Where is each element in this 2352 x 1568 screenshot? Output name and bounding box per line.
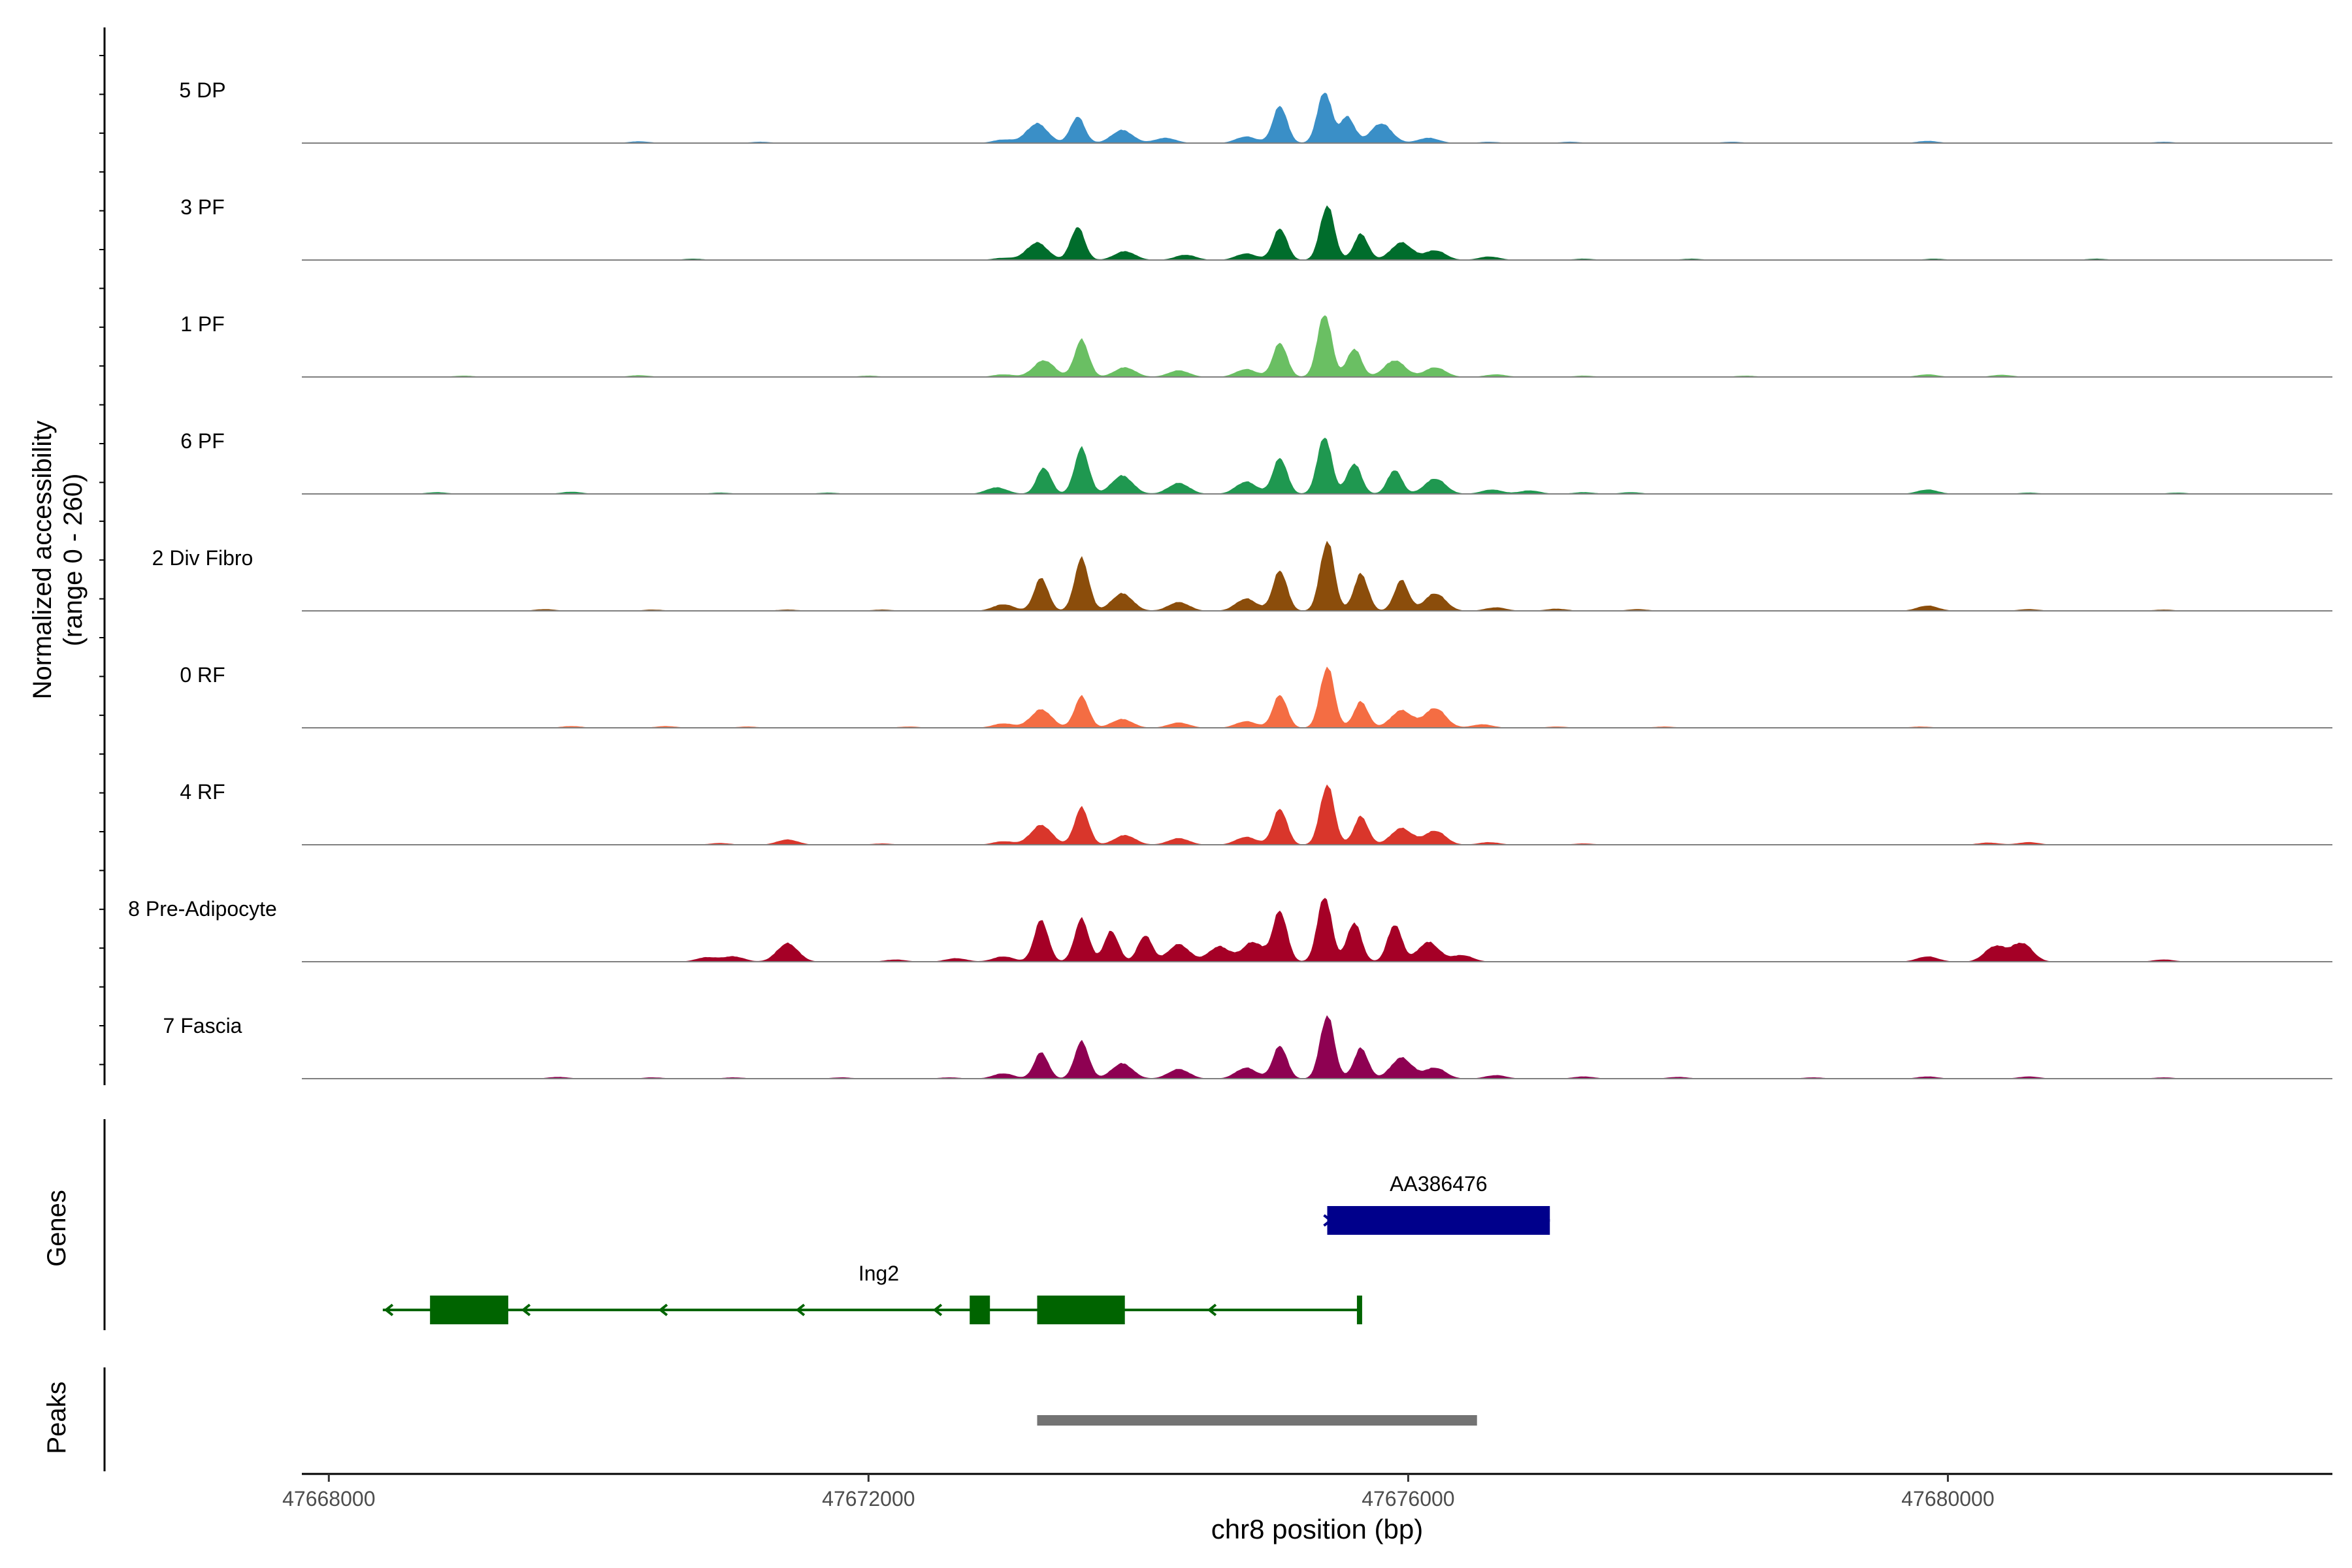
- x-tick-label: 47672000: [822, 1487, 915, 1511]
- coverage-area: [302, 1015, 2332, 1079]
- strand-arrow: [521, 1303, 531, 1316]
- gene-name-label: AA386476: [1390, 1172, 1487, 1196]
- strand-arrow: [658, 1303, 668, 1316]
- track-label: 1 PF: [180, 312, 225, 336]
- track-8-pre-adipocyte: 8 Pre-Adipocyte: [128, 897, 2332, 962]
- coverage-area: [302, 784, 2332, 845]
- gene-exon: [1327, 1206, 1550, 1235]
- track-label: 6 PF: [180, 429, 225, 453]
- track-label: 0 RF: [180, 663, 225, 687]
- peak-region-bar: [1037, 1415, 1477, 1426]
- coverage-area: [302, 315, 2332, 377]
- strand-arrow: [1207, 1303, 1217, 1316]
- gene-name-label: Ing2: [858, 1262, 899, 1285]
- coverage-area: [302, 92, 2332, 143]
- track-label: 5 DP: [179, 78, 225, 102]
- coverage-area: [302, 898, 2332, 962]
- track-label: 4 RF: [180, 780, 225, 804]
- track-0-rf: 0 RF: [180, 663, 2332, 728]
- x-tick-label: 47680000: [1901, 1487, 1994, 1511]
- gene-exon: [430, 1296, 508, 1324]
- coverage-area: [302, 666, 2332, 728]
- track-1-pf: 1 PF: [180, 312, 2332, 378]
- x-axis-title: chr8 position (bp): [1211, 1514, 1424, 1544]
- y-axis-label: Normalized accessibility: [28, 421, 57, 700]
- gene-ing2: Ing2: [382, 1262, 1362, 1324]
- gene-exon: [970, 1296, 990, 1324]
- track-6-pf: 6 PF: [180, 429, 2332, 495]
- gene-exon: [1356, 1296, 1362, 1324]
- track-label: 8 Pre-Adipocyte: [128, 897, 277, 921]
- track-label: 7 Fascia: [163, 1014, 242, 1037]
- strand-arrow: [384, 1303, 394, 1316]
- strand-arrow: [795, 1303, 806, 1316]
- gene-aa386476: AA386476: [1323, 1172, 1550, 1235]
- y-axis-range-label: (range 0 - 260): [59, 474, 88, 647]
- coverage-area: [302, 540, 2332, 611]
- x-tick-label: 47676000: [1362, 1487, 1454, 1511]
- peak-regions: [1037, 1415, 1477, 1426]
- coverage-area: [302, 205, 2332, 260]
- coverage-left-axis: [99, 27, 106, 1085]
- strand-arrow: [932, 1303, 943, 1316]
- track-2-div-fibro: 2 Div Fibro: [152, 540, 2332, 612]
- track-label: 3 PF: [180, 195, 225, 219]
- track-label: 2 Div Fibro: [152, 546, 253, 570]
- x-tick-label: 47668000: [282, 1487, 375, 1511]
- coverage-tracks: 5 DP 3 PF 1 PF 6 PF 2 Div Fibro 0 RF 4 RF 8 Pre…: [128, 78, 2332, 1079]
- track-5-dp: 5 DP: [179, 78, 2332, 144]
- track-4-rf: 4 RF: [180, 780, 2332, 845]
- coverage-area: [302, 437, 2332, 494]
- track-3-pf: 3 PF: [180, 195, 2332, 261]
- track-7-fascia: 7 Fascia: [163, 1014, 2332, 1079]
- peaks-track-label: Peaks: [42, 1381, 71, 1454]
- genes-track-label: Genes: [42, 1190, 71, 1267]
- gene-exon: [1037, 1296, 1125, 1324]
- y-axis-title: Normalized accessibility (range 0 - 260): [28, 421, 88, 700]
- gene-annotations: AA386476 Ing2: [382, 1172, 1550, 1324]
- x-axis: 47668000 47672000 47676000 47680000: [282, 1473, 2332, 1511]
